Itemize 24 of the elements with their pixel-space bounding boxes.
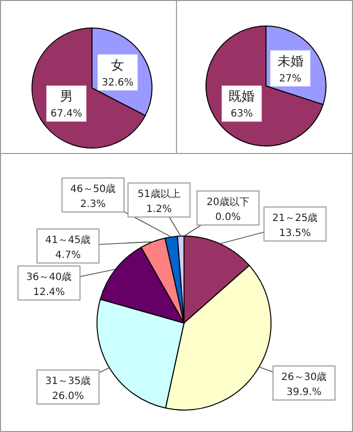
slice-label: 31～35歳 xyxy=(45,375,91,387)
slice-label: 51歳以上 xyxy=(138,188,180,200)
data-label: 63% xyxy=(230,108,253,120)
text: 0.0% xyxy=(215,212,241,223)
data-label: 39.9.% xyxy=(286,387,322,398)
slice-label: 女 xyxy=(111,58,124,74)
data-label: 13.5% xyxy=(279,228,311,239)
category-label: 20歳以下 xyxy=(206,197,250,208)
slice-label: 36～40歳 xyxy=(26,271,72,283)
data-label: 27% xyxy=(279,73,302,84)
data-label: 12.4% xyxy=(33,287,65,298)
data-label: 32.6% xyxy=(102,77,134,88)
slice-label: 21～25歳 xyxy=(272,212,318,224)
data-label: 1.2% xyxy=(146,204,172,215)
data-label: 26.0% xyxy=(52,391,84,402)
slice-label: 46～50歳 xyxy=(70,183,116,195)
data-label: 4.7% xyxy=(55,250,81,261)
slice-label: 男 xyxy=(60,90,73,105)
data-label: 67.4% xyxy=(50,108,82,120)
slice-label: 41～45歳 xyxy=(45,234,91,246)
slice-label: 既婚 xyxy=(228,90,255,105)
data-label: 2.3% xyxy=(80,199,106,210)
slice-label: 未婚 xyxy=(277,54,304,70)
slice-label: 26～30歳 xyxy=(281,371,327,383)
